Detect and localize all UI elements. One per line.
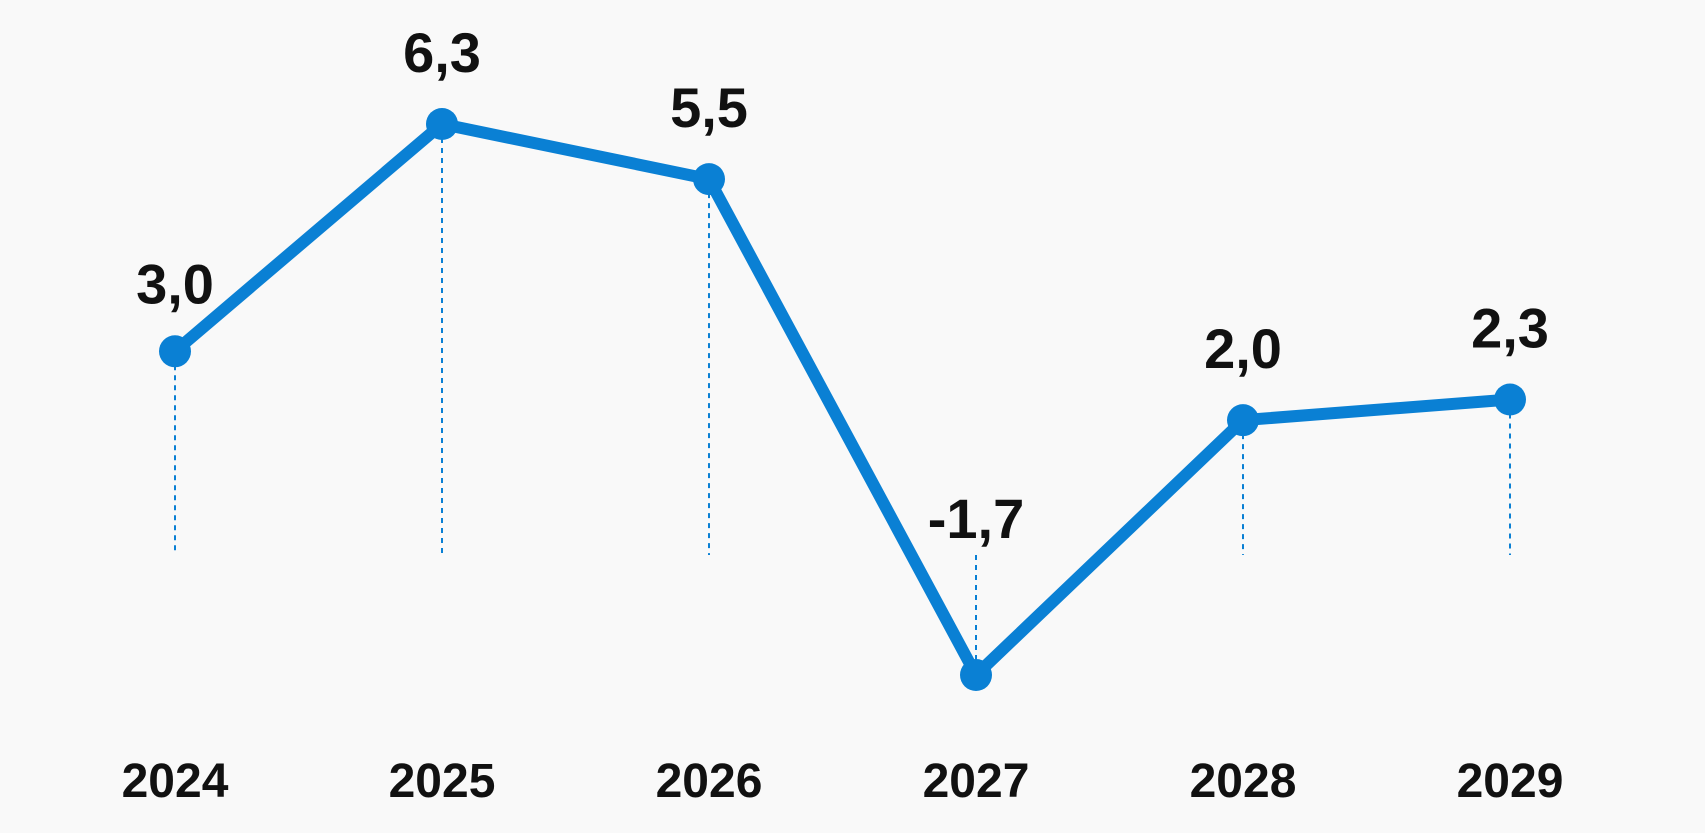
- value-labels: 3,0 6,3 5,5 -1,7 2,0 2,3: [136, 21, 1549, 550]
- value-label: 5,5: [670, 76, 748, 139]
- data-point: [1227, 404, 1259, 437]
- x-axis-ticks: 2024 2025 2026 2027 2028 2029: [122, 755, 1564, 808]
- value-label: -1,7: [928, 487, 1025, 550]
- value-label: 2,3: [1471, 297, 1549, 360]
- x-tick-label: 2027: [923, 755, 1030, 808]
- value-label: 2,0: [1204, 317, 1282, 380]
- data-point: [960, 659, 992, 691]
- series-line: [169, 118, 1516, 681]
- data-point: [426, 108, 458, 140]
- value-label: 6,3: [403, 21, 481, 84]
- drop-lines: [174, 138, 1511, 663]
- x-tick-label: 2025: [389, 755, 496, 808]
- data-point: [1494, 383, 1526, 416]
- x-tick-label: 2026: [656, 755, 763, 808]
- value-label: 3,0: [136, 252, 214, 315]
- series-lines: [169, 118, 1516, 681]
- data-point: [693, 163, 725, 196]
- x-tick-label: 2028: [1190, 755, 1297, 808]
- data-point: [159, 335, 191, 368]
- x-tick-label: 2029: [1457, 755, 1564, 808]
- x-tick-label: 2024: [122, 755, 229, 808]
- data-points: [159, 108, 1526, 691]
